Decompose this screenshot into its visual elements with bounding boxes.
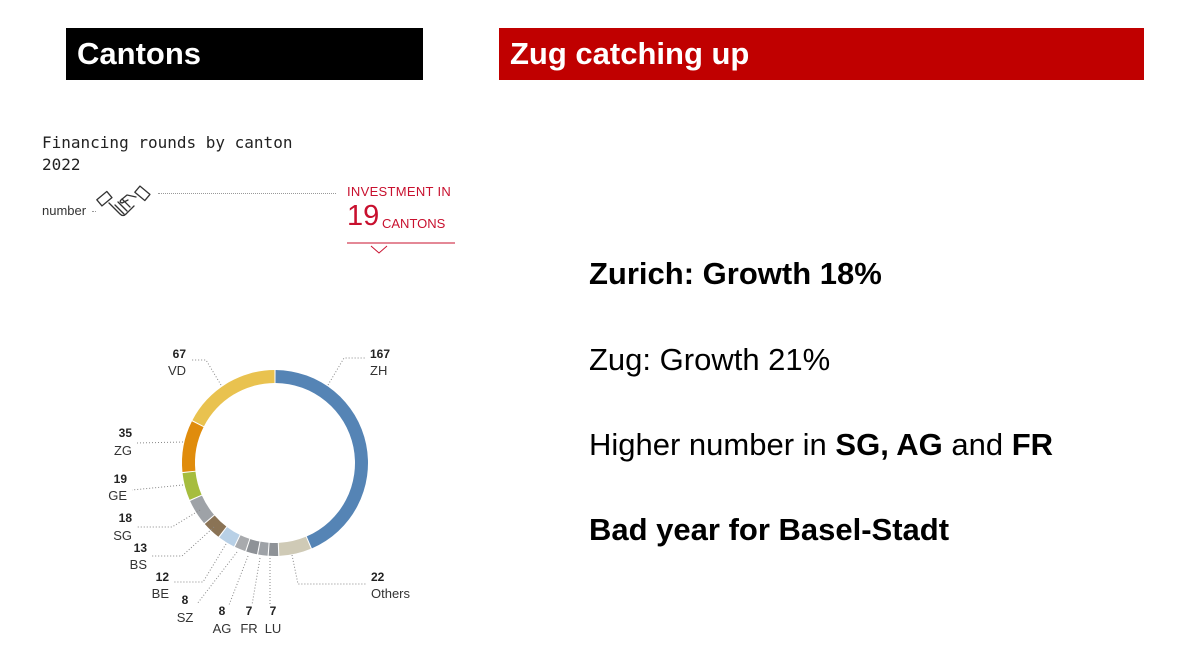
donut-segment-ge bbox=[182, 471, 202, 500]
leader-line-ag bbox=[228, 555, 249, 606]
donut-segment-sz bbox=[234, 535, 250, 552]
leader-line-fr bbox=[251, 557, 261, 606]
left-header: Cantons bbox=[66, 28, 423, 80]
donut-segment-zh bbox=[275, 370, 368, 549]
data-label-name-ge: GE bbox=[108, 488, 127, 503]
leader-line-others bbox=[291, 554, 366, 585]
data-label-value-zh: 167 bbox=[370, 347, 390, 361]
data-label-name-fr: FR bbox=[240, 621, 257, 636]
chart-title: Financing rounds by canton bbox=[42, 133, 293, 152]
leader-line-ge bbox=[131, 484, 184, 491]
donut-segment-vd bbox=[192, 370, 275, 427]
data-label-name-vd: VD bbox=[168, 363, 186, 378]
handshake-icon bbox=[96, 185, 151, 217]
data-label-name-zg: ZG bbox=[114, 443, 132, 458]
bullet-higher-prefix: Higher number in bbox=[589, 427, 836, 462]
data-label-value-zg: 35 bbox=[119, 426, 133, 440]
data-label-value-ag: 8 bbox=[219, 604, 226, 618]
bullet-higher-mid: and bbox=[942, 427, 1012, 462]
data-label-value-vd: 67 bbox=[173, 347, 187, 361]
donut-segment-zg bbox=[182, 421, 204, 472]
leader-line-sg bbox=[137, 509, 201, 528]
data-label-value-others: 22 bbox=[371, 570, 385, 584]
leader-line-zh bbox=[327, 357, 366, 386]
dotted-line-left bbox=[92, 211, 96, 212]
donut-segment-lu bbox=[268, 542, 279, 556]
data-label-name-sz: SZ bbox=[177, 610, 194, 625]
investment-number: 19 bbox=[347, 200, 380, 232]
leader-line-sz bbox=[196, 551, 238, 605]
donut-segment-fr bbox=[258, 541, 269, 556]
data-label-name-others: Others bbox=[371, 586, 411, 601]
leader-line-bs bbox=[152, 526, 215, 557]
data-label-value-bs: 13 bbox=[134, 541, 148, 555]
data-label-name-ag: AG bbox=[213, 621, 232, 636]
chart-year: 2022 bbox=[42, 155, 81, 174]
data-label-name-bs: BS bbox=[130, 557, 148, 572]
donut-segment-others bbox=[278, 536, 311, 556]
leader-line-be bbox=[174, 543, 227, 583]
bullet-zug: Zug: Growth 21% bbox=[589, 342, 831, 377]
data-label-name-zh: ZH bbox=[370, 363, 387, 378]
bullet-higher-bold1: SG, AG bbox=[835, 427, 943, 462]
donut-segment-be bbox=[219, 527, 240, 547]
bullet-zurich: Zurich: Growth 18% bbox=[589, 256, 882, 291]
bullet-basel: Bad year for Basel-Stadt bbox=[589, 512, 950, 547]
donut-segment-bs bbox=[204, 515, 227, 537]
bullet-higher-bold2: FR bbox=[1011, 427, 1054, 462]
investment-label: INVESTMENT IN bbox=[347, 184, 452, 199]
unit-label: number bbox=[42, 203, 87, 218]
right-header: Zug catching up bbox=[499, 28, 1144, 80]
data-label-name-lu: LU bbox=[265, 621, 282, 636]
data-label-name-sg: SG bbox=[113, 528, 132, 543]
dotted-line-right bbox=[158, 193, 336, 194]
data-label-value-fr: 7 bbox=[246, 604, 253, 618]
bullet-higher: Higher number in SG, AG and FR bbox=[589, 427, 1053, 463]
investment-underline bbox=[347, 242, 455, 254]
data-label-value-sg: 18 bbox=[119, 511, 133, 525]
donut-segment-ag bbox=[246, 539, 260, 555]
leader-line-vd bbox=[191, 359, 222, 386]
data-label-name-be: BE bbox=[152, 586, 170, 601]
data-label-value-lu: 7 bbox=[270, 604, 277, 618]
investment-unit: CANTONS bbox=[382, 216, 446, 231]
donut-segment-sg bbox=[190, 495, 214, 524]
data-label-value-be: 12 bbox=[156, 570, 170, 584]
data-label-value-sz: 8 bbox=[182, 593, 189, 607]
data-label-value-ge: 19 bbox=[114, 472, 128, 486]
leader-line-zg bbox=[136, 441, 184, 444]
